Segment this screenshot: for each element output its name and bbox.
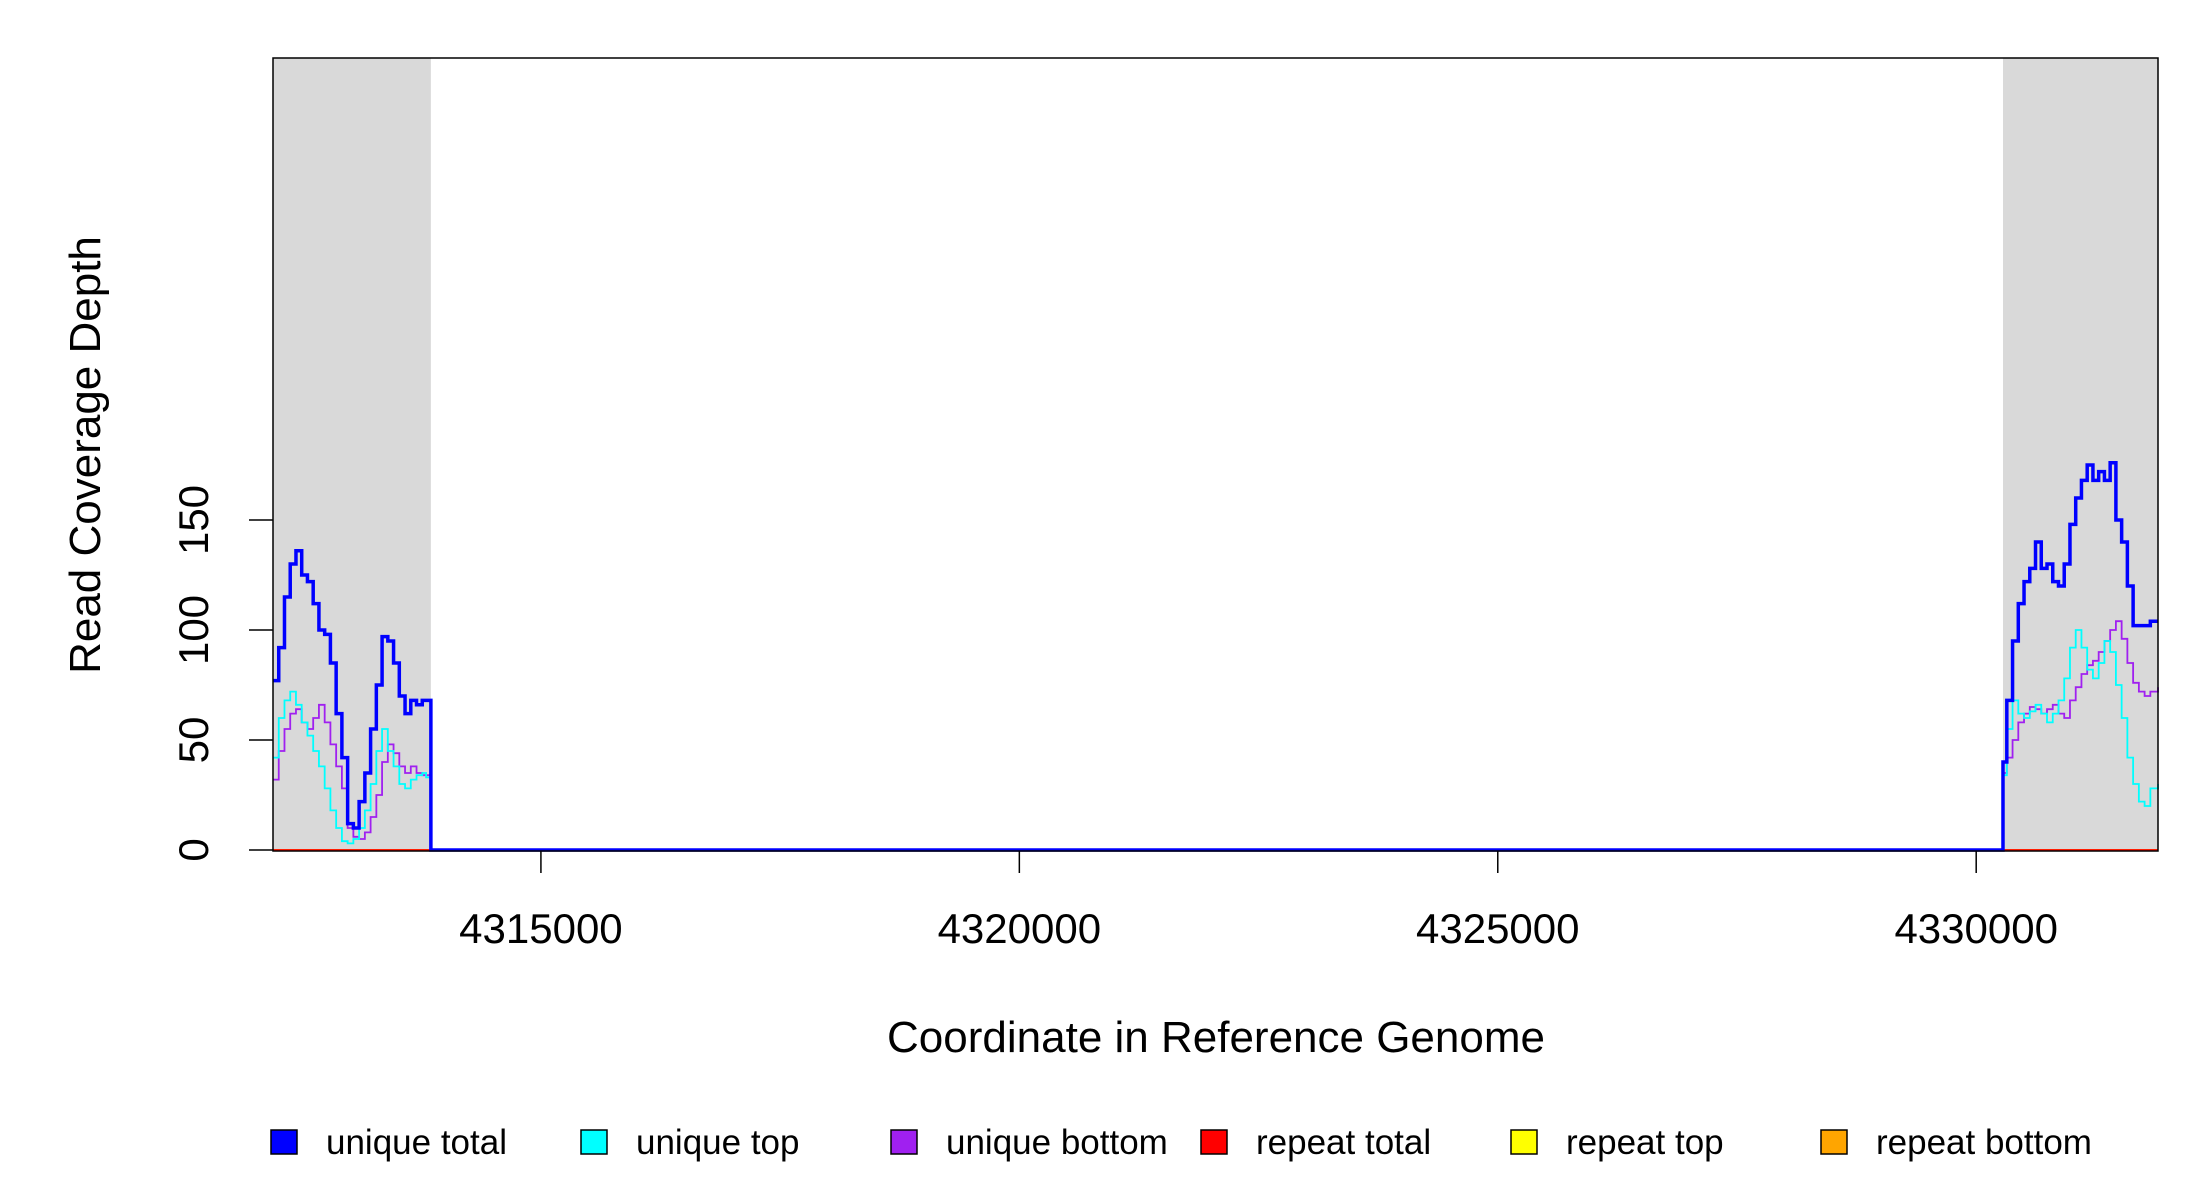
legend-swatch [1820,1129,1848,1155]
legend-label: repeat bottom [1876,1123,2092,1162]
legend-swatch [580,1129,608,1155]
y-tick-label: 100 [170,595,217,665]
x-tick-label: 4315000 [459,905,623,952]
x-tick-label: 4330000 [1894,905,2058,952]
legend-swatch [1200,1129,1228,1155]
series-line-unique-top [273,629,2159,851]
legend-label: unique bottom [946,1123,1168,1162]
y-axis: 0 50 100 150 [170,485,273,862]
y-tick-label: 50 [170,717,217,764]
legend-swatch [1510,1129,1538,1155]
x-axis: 4315000 4320000 4325000 4330000 [459,851,2058,952]
x-tick-label: 4325000 [1416,905,1580,952]
shaded-region-1 [273,58,431,851]
series-line-unique-bottom [273,620,2159,851]
legend-label: repeat top [1566,1123,1724,1162]
x-axis-label: Coordinate in Reference Genome [887,1013,1545,1062]
shaded-regions [273,58,2158,851]
legend-label: unique top [636,1123,799,1162]
legend-label: unique total [326,1123,507,1162]
series-lines [273,461,2159,852]
plot-frame [272,57,2159,852]
series-line-unique-total [273,461,2158,852]
x-tick-label: 4320000 [938,905,1102,952]
legend: unique total unique top unique bottom repea… [270,1123,2092,1162]
legend-swatch [270,1129,298,1155]
y-tick-label: 0 [170,838,217,861]
y-tick-label: 150 [170,485,217,555]
legend-swatch [890,1129,918,1155]
shaded-region-2 [2002,58,2158,851]
y-axis-label: Read Coverage Depth [61,236,110,674]
legend-label: repeat total [1256,1123,1431,1162]
